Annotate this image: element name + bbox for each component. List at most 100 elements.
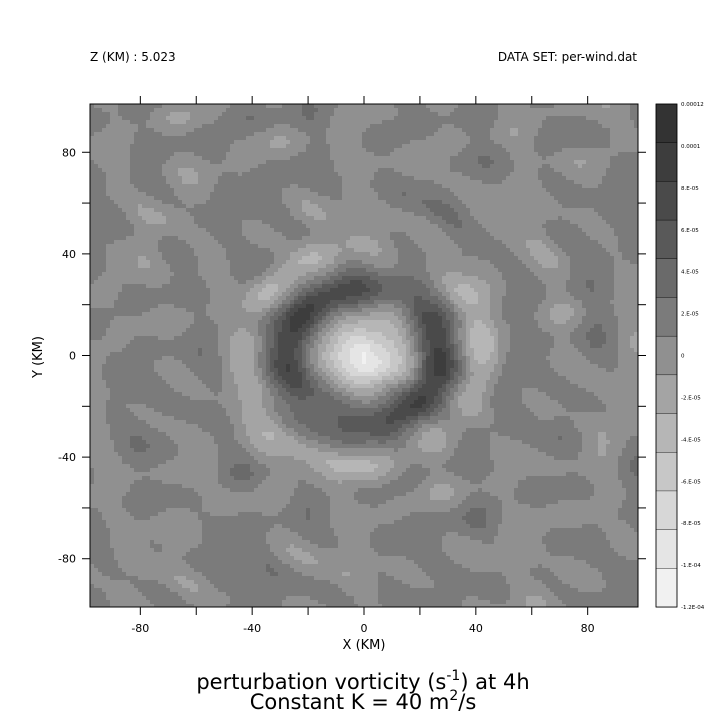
field-cell: [334, 204, 339, 209]
field-cell: [162, 144, 167, 149]
field-cell: [238, 192, 243, 197]
field-cell: [154, 192, 159, 197]
field-cell: [566, 104, 571, 109]
field-cell: [190, 232, 195, 237]
field-cell: [302, 172, 307, 177]
field-cell: [382, 212, 387, 217]
field-cell: [238, 248, 243, 253]
field-cell: [418, 136, 423, 141]
field-cell: [446, 156, 451, 161]
field-cell: [358, 188, 363, 193]
field-cell: [382, 108, 387, 113]
field-cell: [630, 152, 635, 157]
field-cell: [398, 168, 403, 173]
field-cell: [602, 160, 607, 165]
field-cell: [530, 236, 535, 241]
field-cell: [322, 164, 327, 169]
field-cell: [262, 232, 267, 237]
field-cell: [274, 104, 279, 109]
field-cell: [166, 196, 171, 201]
field-cell: [254, 240, 259, 245]
field-cell: [510, 228, 515, 233]
field-cell: [150, 152, 155, 157]
field-cell: [134, 128, 139, 133]
field-cell: [278, 112, 283, 117]
field-cell: [462, 156, 467, 161]
field-cell: [374, 236, 379, 241]
field-cell: [102, 120, 107, 125]
field-cell: [102, 136, 107, 141]
field-cell: [342, 156, 347, 161]
field-cell: [358, 132, 363, 137]
field-cell: [366, 132, 371, 137]
field-cell: [434, 188, 439, 193]
field-cell: [202, 172, 207, 177]
field-cell: [346, 108, 351, 113]
field-cell: [94, 168, 99, 173]
field-cell: [594, 144, 599, 149]
field-cell: [286, 196, 291, 201]
field-cell: [530, 156, 535, 161]
field-cell: [274, 132, 279, 137]
field-cell: [194, 132, 199, 137]
field-cell: [402, 164, 407, 169]
field-cell: [230, 204, 235, 209]
field-cell: [402, 232, 407, 237]
field-cell: [326, 200, 331, 205]
field-cell: [530, 208, 535, 213]
field-cell: [590, 168, 595, 173]
field-cell: [398, 204, 403, 209]
field-cell: [410, 144, 415, 149]
field-cell: [138, 168, 143, 173]
field-cell: [98, 116, 103, 121]
field-cell: [442, 236, 447, 241]
field-cell: [598, 244, 603, 249]
field-cell: [258, 144, 263, 149]
field-cell: [566, 136, 571, 141]
field-cell: [98, 168, 103, 173]
field-cell: [426, 156, 431, 161]
field-cell: [282, 132, 287, 137]
field-cell: [538, 152, 543, 157]
field-cell: [498, 220, 503, 225]
field-cell: [418, 180, 423, 185]
field-cell: [382, 164, 387, 169]
field-cell: [98, 156, 103, 161]
field-cell: [106, 200, 111, 205]
field-cell: [350, 156, 355, 161]
field-cell: [114, 216, 119, 221]
field-cell: [270, 124, 275, 129]
field-cell: [198, 164, 203, 169]
field-cell: [234, 160, 239, 165]
field-cell: [202, 136, 207, 141]
field-cell: [90, 216, 95, 221]
field-cell: [250, 176, 255, 181]
field-cell: [306, 220, 311, 225]
field-cell: [326, 176, 331, 181]
field-cell: [294, 240, 299, 245]
field-cell: [554, 220, 559, 225]
field-cell: [470, 124, 475, 129]
field-cell: [366, 220, 371, 225]
field-cell: [526, 152, 531, 157]
field-cell: [438, 108, 443, 113]
field-cell: [354, 148, 359, 153]
field-cell: [438, 220, 443, 225]
field-cell: [118, 128, 123, 133]
field-cell: [574, 148, 579, 153]
field-cell: [306, 168, 311, 173]
field-cell: [502, 124, 507, 129]
field-cell: [214, 108, 219, 113]
field-cell: [90, 244, 95, 249]
field-cell: [190, 220, 195, 225]
field-cell: [318, 140, 323, 145]
field-cell: [154, 128, 159, 133]
field-cell: [422, 132, 427, 137]
field-cell: [190, 128, 195, 133]
field-cell: [542, 144, 547, 149]
field-cell: [214, 128, 219, 133]
field-cell: [634, 132, 638, 137]
field-cell: [286, 172, 291, 177]
field-cell: [518, 224, 523, 229]
field-cell: [166, 240, 171, 245]
